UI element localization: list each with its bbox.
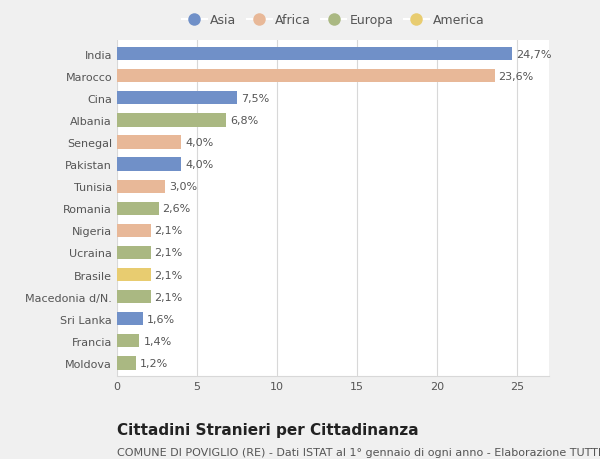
Text: 1,6%: 1,6% bbox=[146, 314, 175, 324]
Text: 2,6%: 2,6% bbox=[163, 204, 191, 214]
Bar bbox=[117, 202, 158, 215]
Text: 2,1%: 2,1% bbox=[155, 270, 183, 280]
Text: 3,0%: 3,0% bbox=[169, 182, 197, 192]
Legend: Asia, Africa, Europa, America: Asia, Africa, Europa, America bbox=[176, 9, 490, 32]
Bar bbox=[117, 269, 151, 281]
Bar bbox=[117, 246, 151, 259]
Bar bbox=[117, 357, 136, 370]
Text: 2,1%: 2,1% bbox=[155, 248, 183, 258]
Bar bbox=[117, 114, 226, 127]
Bar bbox=[117, 48, 512, 61]
Bar bbox=[117, 158, 181, 171]
Bar bbox=[117, 335, 139, 348]
Bar bbox=[117, 224, 151, 237]
Text: 23,6%: 23,6% bbox=[499, 72, 534, 82]
Bar bbox=[117, 70, 494, 83]
Bar bbox=[117, 291, 151, 304]
Text: 1,2%: 1,2% bbox=[140, 358, 169, 368]
Text: 7,5%: 7,5% bbox=[241, 94, 269, 104]
Text: 2,1%: 2,1% bbox=[155, 292, 183, 302]
Bar bbox=[117, 313, 143, 326]
Text: 1,4%: 1,4% bbox=[143, 336, 172, 346]
Bar bbox=[117, 180, 165, 193]
Text: 4,0%: 4,0% bbox=[185, 138, 213, 148]
Bar bbox=[117, 92, 237, 105]
Bar bbox=[117, 136, 181, 149]
Text: 2,1%: 2,1% bbox=[155, 226, 183, 236]
Text: COMUNE DI POVIGLIO (RE) - Dati ISTAT al 1° gennaio di ogni anno - Elaborazione T: COMUNE DI POVIGLIO (RE) - Dati ISTAT al … bbox=[117, 448, 600, 458]
Text: 4,0%: 4,0% bbox=[185, 160, 213, 170]
Text: 6,8%: 6,8% bbox=[230, 116, 258, 126]
Text: Cittadini Stranieri per Cittadinanza: Cittadini Stranieri per Cittadinanza bbox=[117, 422, 419, 437]
Text: 24,7%: 24,7% bbox=[516, 50, 552, 60]
